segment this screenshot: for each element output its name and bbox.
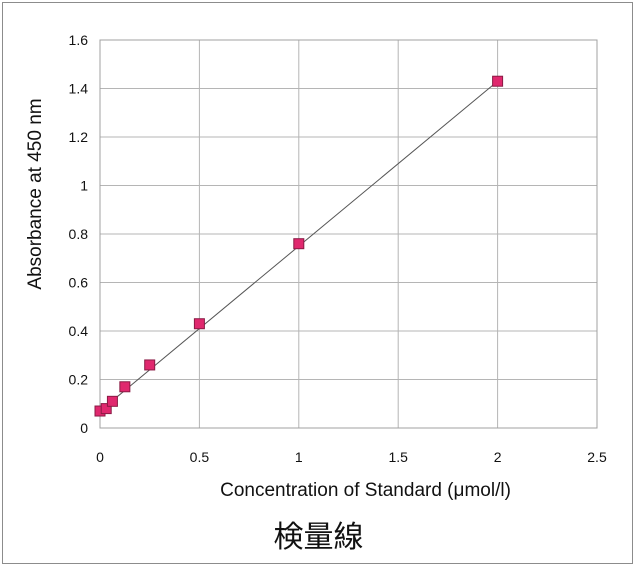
data-point	[492, 75, 504, 87]
data-point	[293, 238, 305, 250]
data-point	[106, 395, 118, 407]
data-point	[193, 318, 205, 330]
y-tick-label: 1.6	[69, 32, 89, 48]
data-point	[100, 403, 112, 415]
data-point	[144, 359, 156, 371]
x-tick-label: 0.5	[190, 449, 210, 465]
y-tick-label: 0.8	[69, 226, 89, 242]
x-tick-label: 2.5	[587, 449, 607, 465]
grid-lines	[99, 39, 598, 429]
y-tick-label: 1	[80, 178, 88, 194]
y-tick-label: 0.2	[69, 372, 89, 388]
y-tick-label: 0.6	[69, 275, 89, 291]
x-tick-label: 1	[295, 449, 303, 465]
data-points	[94, 75, 504, 417]
y-tick-label: 1.4	[69, 81, 89, 97]
y-tick-label: 1.2	[69, 129, 89, 145]
y-tick-labels: 0 0.2 0.4 0.6 0.8 1 1.2 1.4 1.6	[69, 32, 89, 436]
x-tick-label: 1.5	[388, 449, 408, 465]
plot-area-border	[99, 39, 598, 429]
x-tick-label: 2	[494, 449, 502, 465]
x-axis-label: Concentration of Standard (μmol/l)	[220, 480, 511, 501]
data-point	[119, 381, 131, 393]
x-tick-labels: 0 0.5 1 1.5 2 2.5	[96, 449, 607, 465]
y-tick-label: 0.4	[69, 323, 89, 339]
y-tick-label: 0	[80, 420, 88, 436]
chart-caption: 検量線	[273, 520, 364, 555]
y-axis-label: Absorbance at 450 nm	[25, 98, 46, 289]
x-tick-label: 0	[96, 449, 104, 465]
